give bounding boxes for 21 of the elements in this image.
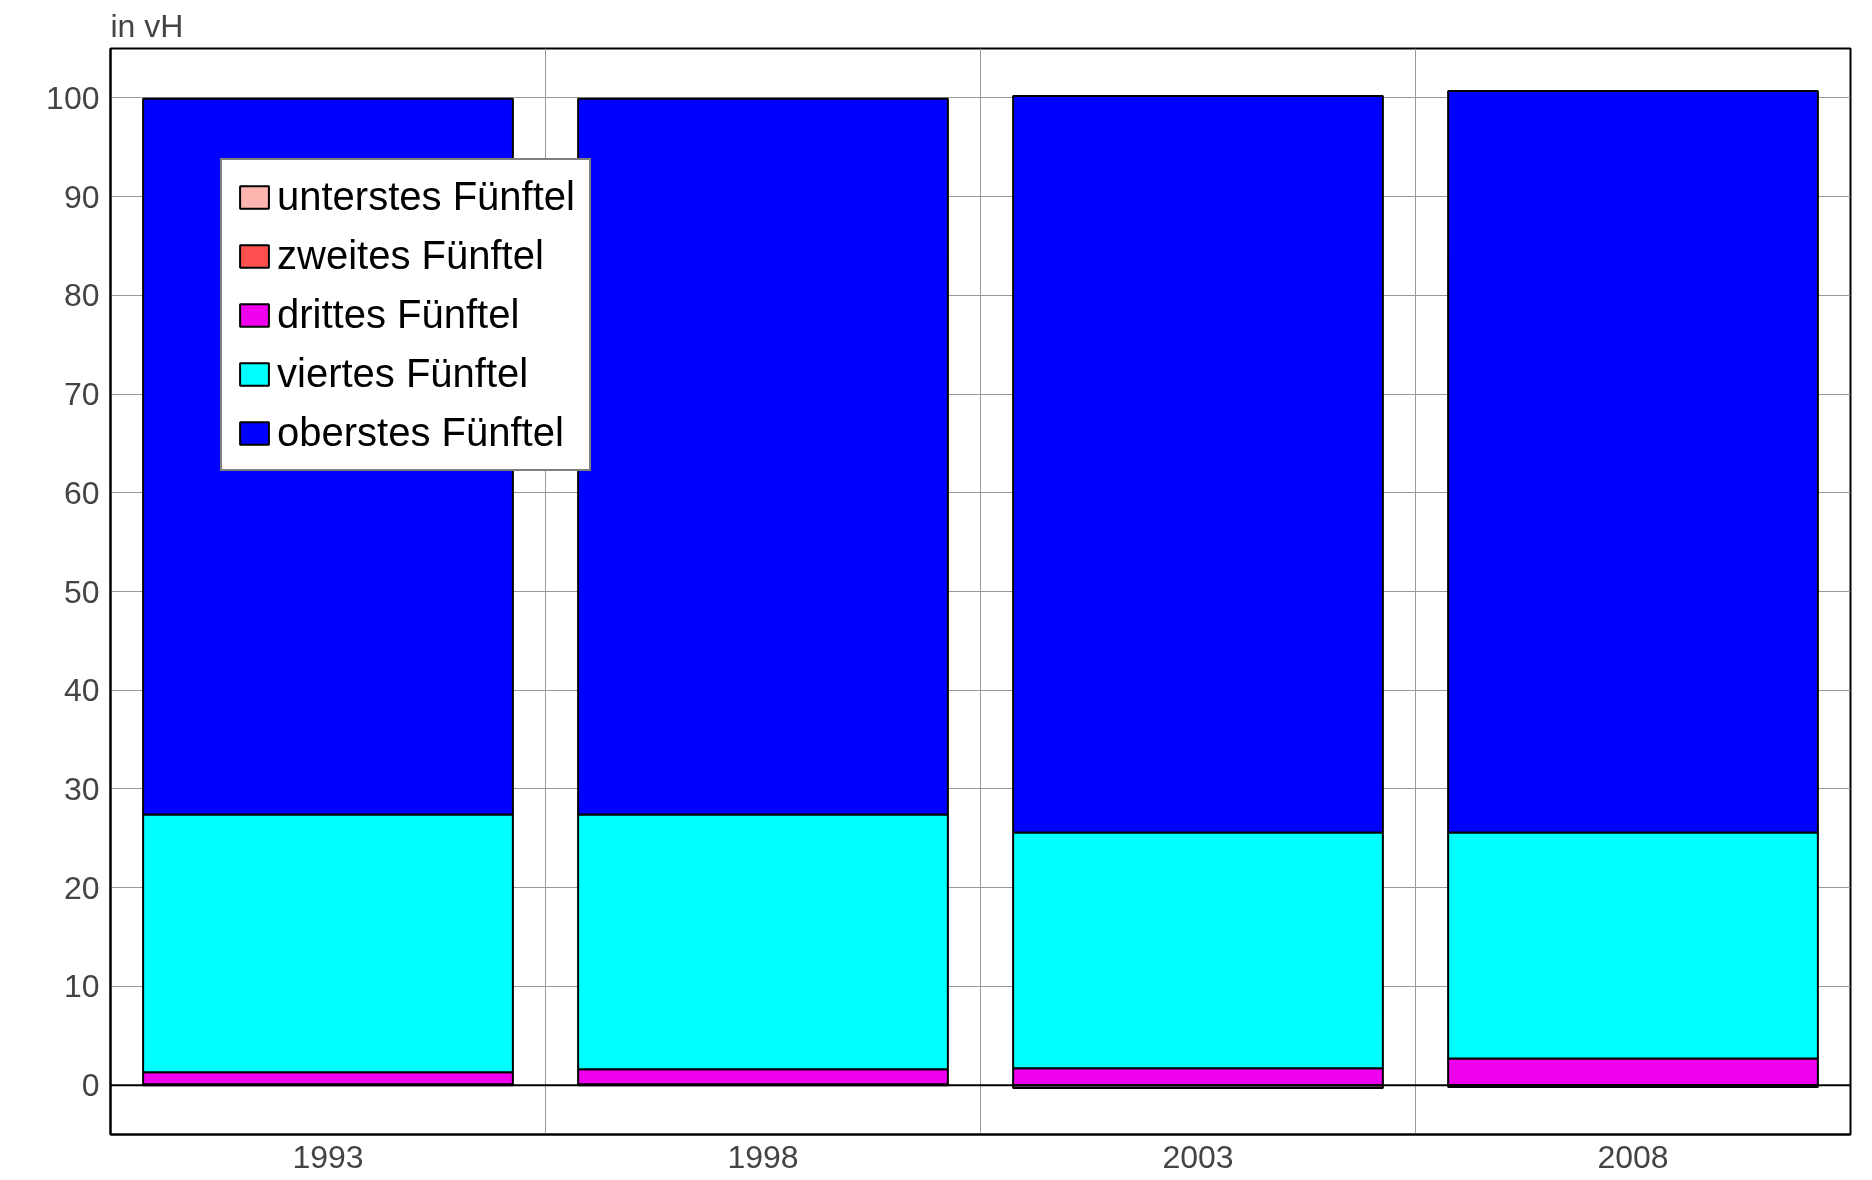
- y-tick-label: 0: [81, 1067, 100, 1104]
- y-tick-label: 30: [63, 770, 100, 807]
- y-tick-label: 70: [63, 376, 100, 413]
- y-tick-label: 90: [63, 178, 100, 215]
- legend-label: drittes Fünftel: [277, 292, 520, 337]
- y-tick-label: 20: [63, 869, 100, 906]
- legend-label: unterstes Fünftel: [277, 174, 575, 219]
- y-tick-label: 10: [63, 968, 100, 1005]
- y-tick-label: 80: [63, 277, 100, 314]
- y-tick-label: 50: [63, 573, 100, 610]
- y-tick-label: 40: [63, 672, 100, 709]
- legend-label: viertes Fünftel: [277, 351, 529, 396]
- y-tick-label: 100: [46, 79, 100, 116]
- legend-label: zweites Fünftel: [277, 233, 544, 278]
- x-tick-label: 1993: [292, 1138, 364, 1175]
- y-axis-title: in vH: [110, 7, 184, 44]
- x-tick-label: 2008: [1597, 1138, 1669, 1175]
- legend-label: oberstes Fünftel: [277, 410, 564, 455]
- x-tick-label: 2003: [1162, 1138, 1234, 1175]
- x-tick-label: 1998: [727, 1138, 799, 1175]
- y-tick-label: 60: [63, 474, 100, 511]
